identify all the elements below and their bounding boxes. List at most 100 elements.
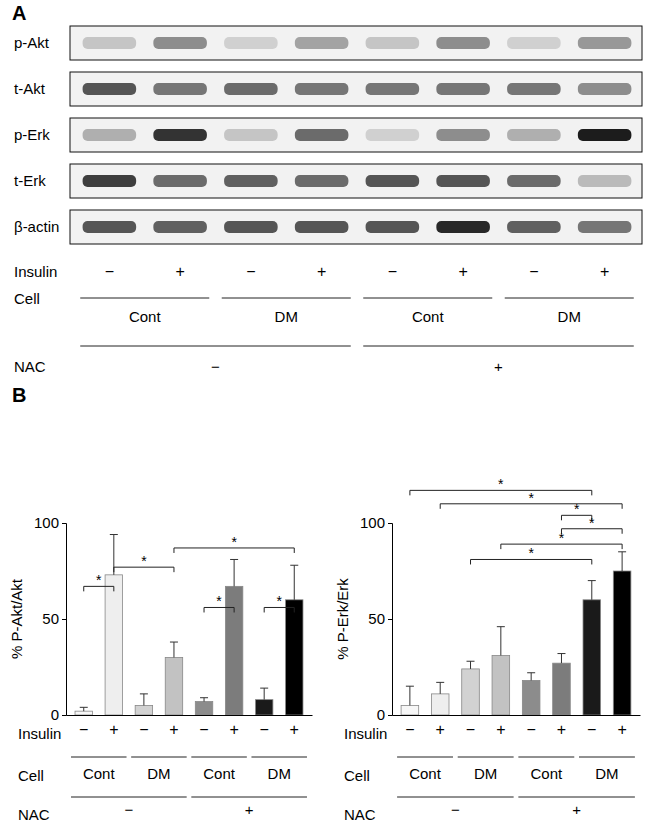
blot-band xyxy=(295,175,349,187)
x-tick-label: + xyxy=(436,721,445,738)
lane-sign: − xyxy=(388,263,397,280)
bar-chart: 050100−+−+−+−+% P-Akt/AktInsulinCellCont… xyxy=(8,514,313,823)
x-tick: − xyxy=(199,715,208,738)
group-label: − xyxy=(124,801,133,818)
tick-mark xyxy=(388,715,392,716)
blot-band xyxy=(295,221,349,233)
x-axis: −+−+−+−+ xyxy=(67,715,313,738)
panel-label: A xyxy=(12,2,26,24)
tick-mark xyxy=(62,619,66,620)
axis-line xyxy=(62,524,67,716)
group-label: DM xyxy=(268,765,291,782)
bar xyxy=(135,705,152,715)
blot-band xyxy=(224,129,278,141)
blot: p-Aktt-Aktp-Erkt-Erkβ-actinInsulin−+−+−+… xyxy=(14,26,642,375)
lane-group-label: − xyxy=(211,358,220,375)
y-tick: 100 xyxy=(360,514,392,531)
group-label: Cont xyxy=(530,765,563,782)
plot-area xyxy=(401,552,631,715)
x-tick-label: + xyxy=(496,721,505,738)
error-bar xyxy=(618,552,626,571)
significance-label: * xyxy=(276,593,282,609)
blot-band xyxy=(436,129,490,141)
y-tick-label: 50 xyxy=(42,610,59,627)
y-tick: 0 xyxy=(51,706,66,723)
significance-label: * xyxy=(141,553,147,569)
bar xyxy=(225,586,242,715)
group-line xyxy=(518,797,635,798)
blot-band xyxy=(507,221,561,233)
blot-band xyxy=(224,83,278,95)
group-label: Cont xyxy=(409,765,442,782)
group-row-label: NAC xyxy=(344,806,376,823)
bar xyxy=(522,680,540,715)
bar xyxy=(401,705,419,715)
blot-frame xyxy=(70,210,642,244)
x-axis-title: Insulin xyxy=(18,725,61,742)
blot-frame xyxy=(70,118,642,152)
lane-sign: + xyxy=(317,263,326,280)
blot-band xyxy=(83,175,137,187)
blot-band xyxy=(366,129,420,141)
group-line xyxy=(222,298,351,299)
x-tick-label: − xyxy=(260,721,269,738)
lane-sign: + xyxy=(175,263,184,280)
y-axis-title: % P-Akt/Akt xyxy=(8,578,25,659)
blot-band xyxy=(224,37,278,49)
group-line xyxy=(71,757,127,758)
x-tick: + xyxy=(169,715,178,738)
x-tick: − xyxy=(139,715,148,738)
blot-band xyxy=(83,37,137,49)
bar-chart: 050100−+−+−+−+% P-Erk/ErkInsulinCellCont… xyxy=(334,476,641,823)
x-tick: − xyxy=(260,715,269,738)
x-tick-label: − xyxy=(199,721,208,738)
group-line xyxy=(363,346,634,347)
error-bar xyxy=(140,694,148,706)
axis-line xyxy=(388,524,393,716)
group-line xyxy=(397,757,453,758)
bar xyxy=(462,669,480,715)
y-tick-label: 50 xyxy=(368,610,385,627)
x-tick-label: + xyxy=(229,721,238,738)
blot-band xyxy=(578,221,632,233)
y-tick: 50 xyxy=(42,610,66,627)
bar xyxy=(492,655,510,715)
blot-band xyxy=(436,175,490,187)
blot-band xyxy=(436,221,490,233)
x-axis: −+−+−+−+ xyxy=(393,715,641,738)
group-line xyxy=(505,298,634,299)
blot-frame xyxy=(70,26,642,60)
figure: ABp-Aktt-Aktp-Erkt-Erkβ-actinInsulin−+−+… xyxy=(0,0,650,830)
x-tick-label: − xyxy=(466,721,475,738)
blot-frame xyxy=(70,72,642,106)
x-tick-label: − xyxy=(526,721,535,738)
blot-band xyxy=(295,129,349,141)
group-line xyxy=(251,757,307,758)
x-tick-label: − xyxy=(139,721,148,738)
group-line xyxy=(131,757,187,758)
blot-band xyxy=(578,37,632,49)
x-tick-label: − xyxy=(587,721,596,738)
blot-row-label: t-Akt xyxy=(14,80,46,97)
group-row-label: NAC xyxy=(18,806,50,823)
panel-label: B xyxy=(12,384,26,406)
bar xyxy=(286,600,303,715)
bar xyxy=(105,575,122,715)
bar xyxy=(165,657,182,715)
x-tick: + xyxy=(557,715,566,738)
lane-sign: − xyxy=(529,263,538,280)
blot-band xyxy=(83,221,137,233)
bar xyxy=(431,694,449,715)
x-tick: + xyxy=(496,715,505,738)
x-tick-label: − xyxy=(405,721,414,738)
error-bar xyxy=(527,673,535,681)
group-line xyxy=(191,757,247,758)
lane-group-label: DM xyxy=(558,308,581,325)
tick-mark xyxy=(388,523,392,524)
lane-group-label: Cont xyxy=(412,308,445,325)
group-label: + xyxy=(572,801,581,818)
group-row-label: Cell xyxy=(18,767,44,784)
lane-sign: − xyxy=(105,263,114,280)
bar xyxy=(583,600,601,715)
group-line xyxy=(363,298,492,299)
